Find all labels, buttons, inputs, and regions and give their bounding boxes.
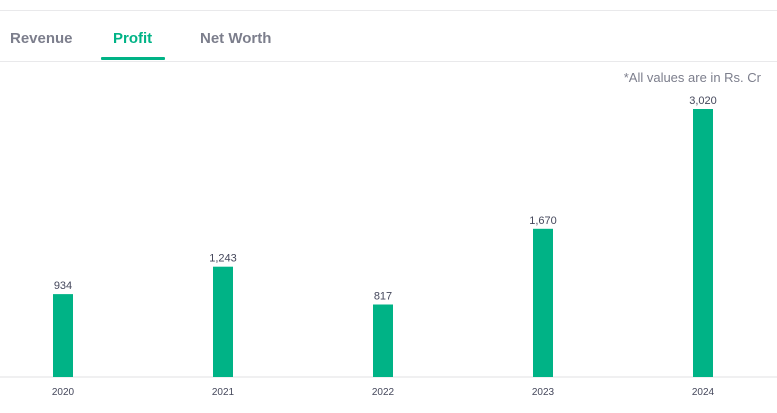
x-tick-label-2022: 2022: [372, 387, 395, 398]
value-label-2022: 817: [374, 290, 392, 302]
bar-2022[interactable]: [373, 304, 393, 377]
tab-net-worth[interactable]: Net Worth: [200, 30, 272, 47]
profit-bar-chart: 934 2020 1,243 2021 817 2022 1,670 2023 3,020 202…: [0, 95, 777, 398]
value-label-2023: 1,670: [529, 215, 557, 227]
bar-2021[interactable]: [213, 266, 233, 377]
x-tick-label-2024: 2024: [692, 387, 715, 398]
bar-2020[interactable]: [53, 294, 73, 377]
x-tick-label-2020: 2020: [52, 387, 75, 398]
bar-2024[interactable]: [693, 109, 713, 377]
bar-2023[interactable]: [533, 228, 553, 377]
value-label-2020: 934: [54, 280, 72, 292]
units-note: *All values are in Rs. Cr: [623, 70, 761, 85]
tab-profit[interactable]: Profit: [113, 30, 153, 47]
tab-revenue[interactable]: Revenue: [10, 30, 73, 47]
value-label-2024: 3,020: [689, 95, 717, 107]
x-tick-label-2021: 2021: [212, 387, 235, 398]
value-label-2021: 1,243: [209, 253, 237, 265]
top-divider: [0, 10, 777, 11]
financials-tab-bar: Revenue Profit Net Worth: [0, 11, 777, 62]
x-tick-label-2023: 2023: [532, 387, 555, 398]
active-tab-indicator: [101, 57, 165, 60]
